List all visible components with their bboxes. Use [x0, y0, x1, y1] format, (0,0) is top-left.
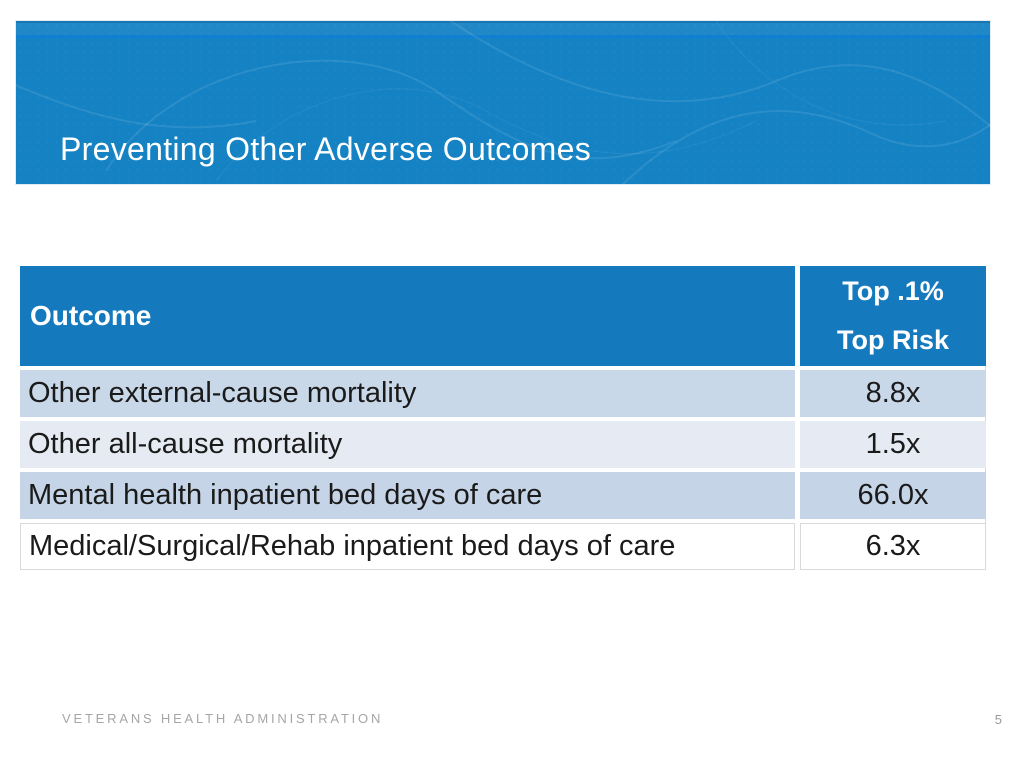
slide-title: Preventing Other Adverse Outcomes: [60, 131, 592, 167]
footer-organization-label: VETERANS HEALTH ADMINISTRATION: [62, 711, 384, 726]
outcome-header-label: Outcome: [30, 300, 152, 331]
table-row-outcome: Mental health inpatient bed days of care: [20, 472, 795, 519]
risk-value: 66.0x: [857, 479, 929, 511]
banner-swirl-texture: [16, 21, 990, 184]
risk-header-line2: Top Risk: [836, 325, 949, 355]
outcome-text: Medical/Surgical/Rehab inpatient bed day…: [29, 530, 676, 562]
table-row-outcome: Other external-cause mortality: [20, 370, 795, 417]
risk-value: 1.5x: [865, 428, 921, 460]
table-row-risk: 66.0x: [800, 472, 986, 519]
table-row-outcome: Medical/Surgical/Rehab inpatient bed day…: [20, 523, 795, 570]
table-header-risk: Top .1% Top Risk: [800, 266, 986, 366]
table-row-risk: 8.8x: [800, 370, 986, 417]
slide-title-banner: Preventing Other Adverse Outcomes: [16, 21, 990, 184]
table-header-outcome: Outcome: [20, 266, 795, 366]
table-row-risk: 6.3x: [800, 523, 986, 570]
table-row-outcome: Other all-cause mortality: [20, 421, 795, 468]
outcome-text: Mental health inpatient bed days of care: [28, 479, 543, 511]
risk-header-line1: Top .1%: [842, 276, 944, 306]
risk-value: 8.8x: [865, 377, 921, 409]
risk-table: Outcome Top .1% Top Risk Other external-…: [20, 266, 986, 570]
slide-page-number: 5: [994, 712, 1002, 727]
outcome-text: Other external-cause mortality: [28, 377, 417, 409]
outcome-text: Other all-cause mortality: [28, 428, 343, 460]
risk-value: 6.3x: [865, 530, 921, 562]
banner-accent-line: [16, 35, 990, 38]
table-row-risk: 1.5x: [800, 421, 986, 468]
